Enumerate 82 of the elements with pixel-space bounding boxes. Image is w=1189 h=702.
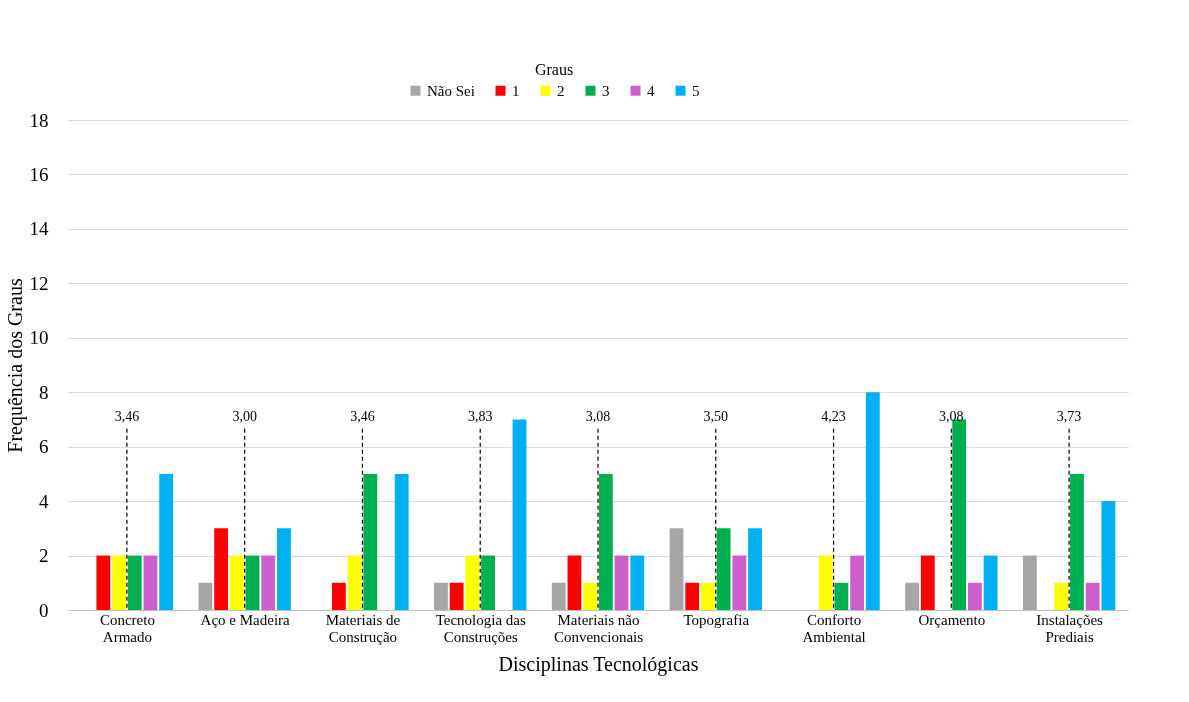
y-tick-label: 12 bbox=[29, 272, 49, 294]
x-tick-label: Instalações Prediais bbox=[1036, 611, 1104, 645]
bar bbox=[277, 528, 291, 610]
bar bbox=[96, 555, 111, 610]
ref-line-label: 3,73 bbox=[1056, 408, 1082, 424]
bar bbox=[732, 555, 747, 610]
bar bbox=[347, 555, 362, 610]
bar bbox=[1070, 473, 1084, 610]
ref-line-label: 3,08 bbox=[939, 408, 964, 424]
y-axis-title: Frequência dos Graus bbox=[3, 278, 27, 453]
x-tick-label: Orçamento bbox=[918, 611, 986, 628]
bar bbox=[434, 582, 448, 610]
bar bbox=[331, 582, 346, 610]
bar bbox=[1085, 582, 1100, 610]
y-tick-label: 18 bbox=[29, 109, 49, 131]
bar bbox=[983, 555, 998, 610]
ref-line-label: 3,08 bbox=[585, 408, 611, 424]
bar bbox=[465, 555, 480, 610]
y-tick-label: 4 bbox=[39, 490, 49, 512]
ref-line-label: 3,00 bbox=[232, 408, 257, 424]
y-tick-label: 14 bbox=[29, 218, 49, 240]
ref-line-label: 4,23 bbox=[821, 408, 846, 424]
y-tick-label: 6 bbox=[39, 436, 49, 458]
y-tick-label: 0 bbox=[39, 599, 49, 621]
bar bbox=[394, 473, 409, 610]
bar bbox=[685, 582, 700, 610]
y-tick-label: 10 bbox=[29, 327, 49, 349]
y-tick-label: 2 bbox=[39, 545, 49, 567]
y-tick-label: 16 bbox=[29, 163, 49, 185]
bar bbox=[1101, 501, 1116, 610]
bar bbox=[567, 555, 582, 610]
bar bbox=[630, 555, 645, 610]
bar bbox=[850, 555, 865, 610]
bar bbox=[967, 582, 982, 610]
bar bbox=[1022, 555, 1037, 610]
legend-label: 3 bbox=[602, 82, 610, 99]
ref-line-label: 3,83 bbox=[467, 408, 493, 424]
x-tick-label: Materiais não Convencionais bbox=[553, 611, 644, 645]
bar bbox=[1054, 582, 1069, 610]
legend-title: Graus bbox=[534, 61, 574, 78]
bar bbox=[614, 555, 629, 610]
ref-line-label: 3,46 bbox=[350, 408, 375, 424]
y-tick-label: 8 bbox=[39, 381, 49, 403]
bar bbox=[449, 582, 464, 610]
ref-line-label: 3,46 bbox=[114, 408, 140, 424]
x-tick-label: Materiais de Construção bbox=[325, 611, 401, 645]
bar bbox=[818, 555, 833, 610]
bar bbox=[198, 582, 213, 610]
legend-label: Não Sei bbox=[427, 82, 475, 99]
bar bbox=[920, 555, 935, 610]
bar bbox=[701, 582, 715, 610]
bar bbox=[127, 555, 142, 610]
bar bbox=[481, 555, 495, 610]
bar bbox=[245, 555, 260, 610]
ref-line-label: 3,50 bbox=[703, 408, 729, 424]
legend-label: 5 bbox=[692, 82, 700, 99]
bar bbox=[748, 528, 762, 610]
bar bbox=[905, 582, 919, 610]
bar bbox=[716, 528, 731, 610]
bar bbox=[363, 473, 378, 610]
legend-label: 1 bbox=[512, 82, 520, 99]
bar bbox=[834, 582, 849, 610]
bar bbox=[159, 473, 174, 610]
bar bbox=[229, 555, 244, 610]
x-tick-label: Tecnologia das Construções bbox=[435, 611, 526, 645]
x-tick-label: Concreto Armado bbox=[99, 611, 155, 645]
bar bbox=[865, 392, 880, 610]
bar bbox=[143, 555, 158, 610]
bar bbox=[598, 473, 613, 610]
x-tick-label: Conforto Ambiental bbox=[802, 611, 866, 645]
bar bbox=[583, 582, 598, 610]
x-tick-label: Topografia bbox=[683, 611, 750, 628]
legend-label: 2 bbox=[557, 82, 565, 99]
x-tick-label: Aço e Madeira bbox=[200, 611, 291, 628]
legend-label: 4 bbox=[647, 82, 655, 99]
x-axis-title: Disciplinas Tecnológicas bbox=[498, 652, 699, 676]
bar bbox=[261, 555, 276, 610]
bar bbox=[112, 555, 126, 610]
bar bbox=[669, 528, 684, 610]
bar bbox=[214, 528, 229, 610]
bar bbox=[551, 582, 566, 610]
bar bbox=[512, 419, 527, 610]
